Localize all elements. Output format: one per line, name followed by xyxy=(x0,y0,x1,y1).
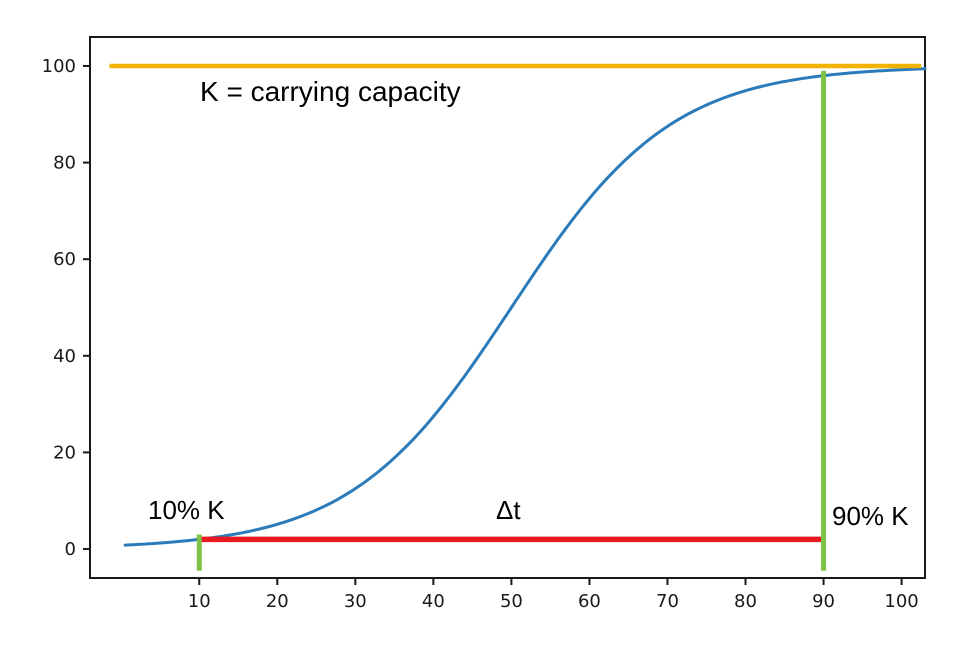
x-tick-label: 70 xyxy=(656,591,679,612)
annotation-delta-t: Δt xyxy=(496,495,521,525)
plot-frame xyxy=(89,36,926,579)
y-tick-label: 0 xyxy=(65,539,76,560)
x-tick-label: 10 xyxy=(188,591,211,612)
x-tick-label: 50 xyxy=(500,591,523,612)
y-tick-label: 20 xyxy=(53,442,76,463)
x-tick-label: 80 xyxy=(734,591,757,612)
logistic-growth-curve xyxy=(123,67,927,547)
x-tick-label: 90 xyxy=(812,591,835,612)
y-tick-label: 80 xyxy=(53,153,76,174)
annotation-90-percent-k: 90% K xyxy=(832,501,909,531)
x-tick-label: 20 xyxy=(266,591,289,612)
x-tick-label: 60 xyxy=(578,591,601,612)
y-tick-label: 40 xyxy=(53,346,76,367)
x-tick-label: 40 xyxy=(422,591,445,612)
y-tick-label: 100 xyxy=(42,56,76,77)
y-tick-label: 60 xyxy=(53,249,76,270)
x-tick-label: 30 xyxy=(344,591,367,612)
annotation-carrying-capacity: K = carrying capacity xyxy=(200,76,461,107)
x-tick-label: 100 xyxy=(884,591,918,612)
annotation-10-percent-k: 10% K xyxy=(148,495,225,525)
